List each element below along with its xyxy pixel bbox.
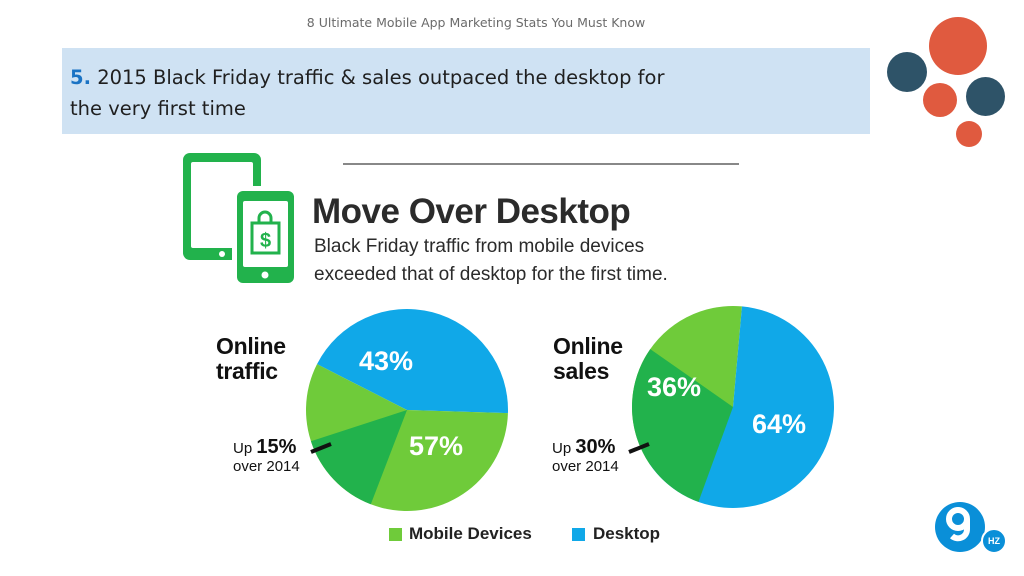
legend-label-mobile: Mobile Devices [409, 524, 532, 543]
pie-title-sales: Online sales [553, 333, 623, 384]
headline-banner: 5. 2015 Black Friday traffic & sales out… [62, 48, 870, 134]
deco-circle-navy-left [887, 52, 927, 92]
pie-0-label-desktop: 43% [359, 346, 413, 376]
deco-circle-navy-right [966, 77, 1005, 116]
infographic-subline-1: Black Friday traffic from mobile devices [314, 236, 645, 257]
banner-line1: 2015 Black Friday traffic & sales outpac… [97, 66, 665, 89]
divider-rule [343, 163, 739, 165]
pie-1-label-desktop: 64% [752, 409, 806, 439]
pie-title-traffic: Online traffic [216, 333, 286, 384]
banner-number: 5. [70, 66, 91, 89]
pie-1-label-mobile: 36% [647, 372, 701, 402]
banner-line2: the very first time [70, 97, 246, 120]
deco-circle-red-mid [923, 83, 957, 117]
banner-text: 5. 2015 Black Friday traffic & sales out… [70, 62, 730, 124]
slide-caption: 8 Ultimate Mobile App Marketing Stats Yo… [306, 15, 646, 30]
pie-1-growth-wedge [632, 349, 733, 502]
legend-swatch-mobile [389, 528, 402, 541]
pie-0-label-mobile: 57% [409, 431, 463, 461]
pie-0-callout-line [310, 442, 332, 454]
brand-logo-badge: HZ [981, 528, 1007, 554]
infographic-subline-2: exceeded that of desktop for the first t… [314, 264, 668, 285]
pie-0-slice-desktop [317, 308, 509, 414]
callout-traffic: Up 15% over 2014 [233, 436, 300, 475]
deco-circle-red-large [929, 17, 987, 75]
infographic-headline: Move Over Desktop [312, 192, 631, 231]
callout-sales: Up 30% over 2014 [552, 436, 619, 475]
pie-1-callout-line [628, 442, 650, 454]
legend-label-desktop: Desktop [593, 524, 661, 543]
svg-text:$: $ [260, 230, 271, 252]
deco-circle-red-small [956, 121, 982, 147]
pie-0-growth-wedge [310, 410, 407, 505]
legend-swatch-desktop [572, 528, 585, 541]
